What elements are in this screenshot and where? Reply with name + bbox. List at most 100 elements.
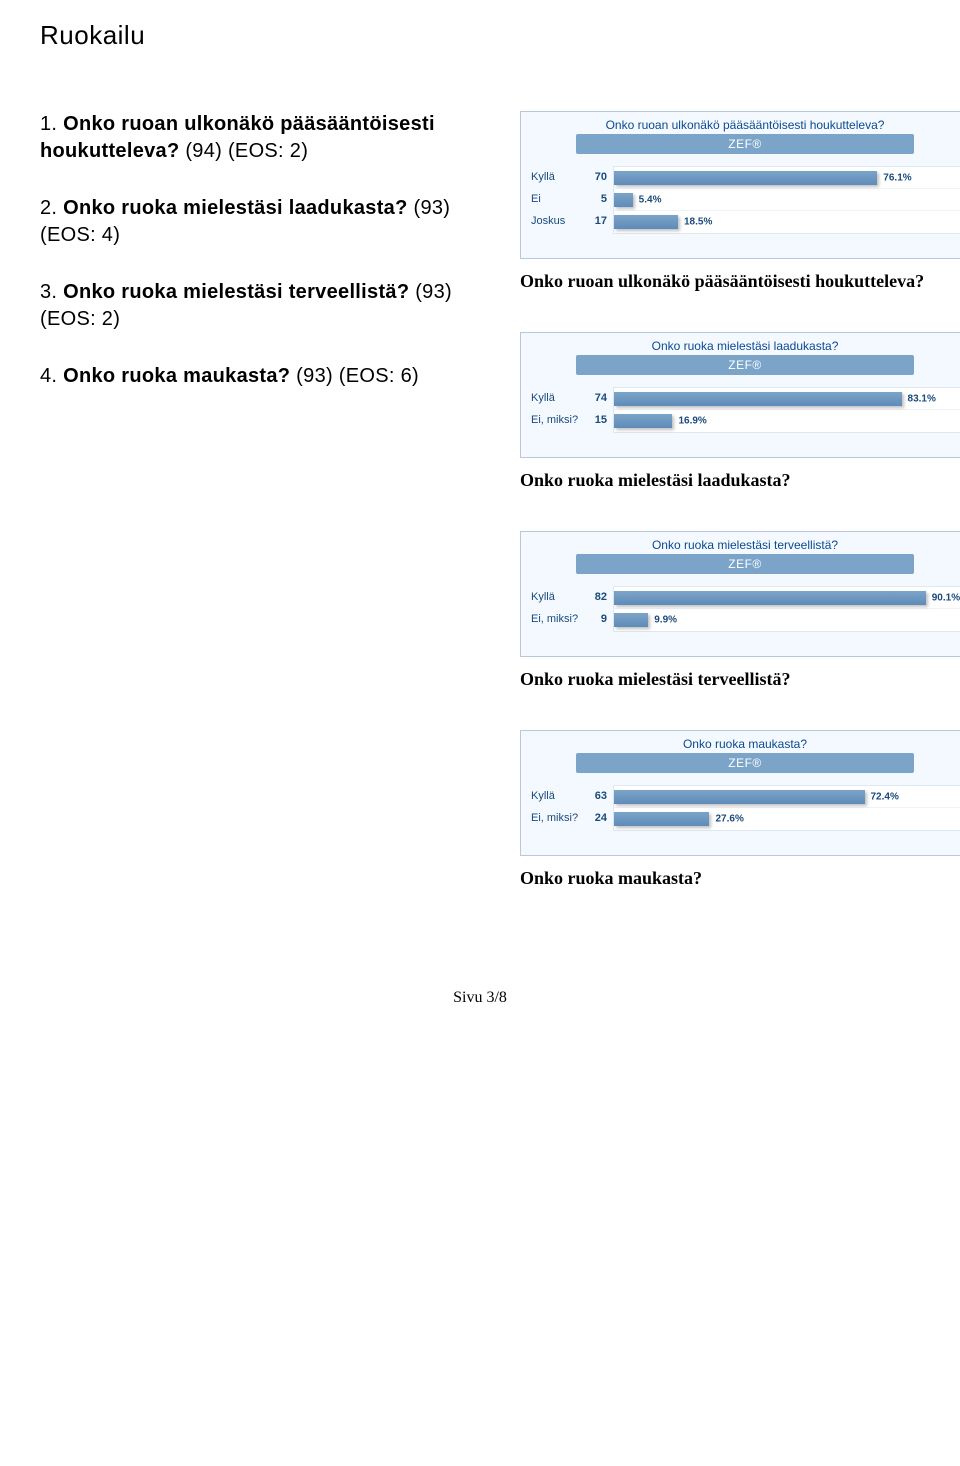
- question-meta: (93) (EOS: 6): [290, 365, 419, 387]
- zef-badge: ZEF®: [576, 134, 914, 154]
- chart-bar: [614, 193, 633, 207]
- chart-counts-col: 6324: [585, 785, 613, 831]
- question-number: 2.: [40, 197, 63, 219]
- chart-title: Onko ruoan ulkonäkö pääsääntöisesti houk…: [521, 112, 960, 134]
- chart-bar-row: 5.4%: [614, 189, 960, 211]
- chart-caption: Onko ruoka mielestäsi terveellistä?: [520, 669, 960, 690]
- chart-bars-col: 83.1% 16.9%: [613, 387, 960, 433]
- chart-bars-col: 90.1% 9.9%: [613, 586, 960, 632]
- chart-row-label: Ei, miksi?: [529, 807, 585, 829]
- chart-row-count: 9: [585, 608, 613, 630]
- chart-title: Onko ruoka mielestäsi terveellistä?: [521, 532, 960, 554]
- question-block: 2. Onko ruoka mielestäsi laadukasta? (93…: [40, 195, 500, 249]
- chart-bar-row: 83.1%: [614, 388, 960, 410]
- chart-labels-col: KylläEi, miksi?: [529, 387, 585, 433]
- chart-counts-col: 70517: [585, 166, 613, 234]
- chart-labels-col: KylläEi, miksi?: [529, 586, 585, 632]
- question-text: 1. Onko ruoan ulkonäkö pääsääntöisesti h…: [40, 111, 500, 165]
- chart-counts-col: 7415: [585, 387, 613, 433]
- chart-card: Onko ruoka maukasta?ZEF® KylläEi, miksi?6…: [520, 730, 960, 856]
- chart-row-label: Ei: [529, 188, 585, 210]
- chart-bar-row: 9.9%: [614, 609, 960, 631]
- chart-bar: [614, 392, 902, 406]
- chart-row-count: 17: [585, 210, 613, 232]
- questions-column: 1. Onko ruoan ulkonäkö pääsääntöisesti h…: [40, 111, 500, 929]
- chart-bar-pct: 76.1%: [883, 172, 911, 183]
- chart-card: Onko ruoan ulkonäkö pääsääntöisesti houk…: [520, 111, 960, 259]
- chart-bar-row: 27.6%: [614, 808, 960, 830]
- question-block: 1. Onko ruoan ulkonäkö pääsääntöisesti h…: [40, 111, 500, 165]
- zef-badge: ZEF®: [576, 554, 914, 574]
- chart-caption: Onko ruoan ulkonäkö pääsääntöisesti houk…: [520, 271, 960, 292]
- chart-row-count: 82: [585, 586, 613, 608]
- chart-bar-pct: 9.9%: [654, 615, 677, 626]
- question-text: 3. Onko ruoka mielestäsi terveellistä? (…: [40, 279, 500, 333]
- page-footer: Sivu 3/8: [40, 989, 920, 1007]
- chart-bar-pct: 18.5%: [684, 217, 712, 228]
- chart-row-count: 63: [585, 785, 613, 807]
- section-title: Ruokailu: [40, 20, 920, 51]
- chart-row-count: 74: [585, 387, 613, 409]
- chart-row-label: Ei, miksi?: [529, 409, 585, 431]
- question-number: 4.: [40, 365, 63, 387]
- chart-body: KylläEiJoskus70517 76.1% 5.4% 18.5%: [521, 162, 960, 258]
- chart-title: Onko ruoka mielestäsi laadukasta?: [521, 333, 960, 355]
- question-block: 4. Onko ruoka maukasta? (93) (EOS: 6): [40, 363, 500, 390]
- chart-bar: [614, 215, 678, 229]
- zef-badge: ZEF®: [576, 753, 914, 773]
- chart-bar: [614, 790, 865, 804]
- chart-bar-row: 76.1%: [614, 167, 960, 189]
- zef-badge: ZEF®: [576, 355, 914, 375]
- chart-row-count: 15: [585, 409, 613, 431]
- chart-labels-col: KylläEiJoskus: [529, 166, 585, 234]
- chart-labels-col: KylläEi, miksi?: [529, 785, 585, 831]
- chart-bar-pct: 16.9%: [678, 416, 706, 427]
- chart-bar-pct: 83.1%: [908, 393, 936, 404]
- chart-row-label: Kyllä: [529, 166, 585, 188]
- chart-body: KylläEi, miksi?7415 83.1% 16.9%: [521, 383, 960, 457]
- chart-bar-pct: 72.4%: [871, 791, 899, 802]
- chart-body: KylläEi, miksi?829 90.1% 9.9%: [521, 582, 960, 656]
- question-block: 3. Onko ruoka mielestäsi terveellistä? (…: [40, 279, 500, 333]
- question-text: 2. Onko ruoka mielestäsi laadukasta? (93…: [40, 195, 500, 249]
- question-title: Onko ruoka maukasta?: [63, 365, 290, 387]
- chart-row-count: 70: [585, 166, 613, 188]
- chart-bar: [614, 613, 648, 627]
- chart-caption: Onko ruoka mielestäsi laadukasta?: [520, 470, 960, 491]
- chart-bar-pct: 27.6%: [715, 814, 743, 825]
- question-number: 1.: [40, 113, 63, 135]
- chart-bar: [614, 591, 926, 605]
- chart-bars-col: 72.4% 27.6%: [613, 785, 960, 831]
- chart-bar-row: 72.4%: [614, 786, 960, 808]
- chart-bar-row: 90.1%: [614, 587, 960, 609]
- chart-card: Onko ruoka mielestäsi laadukasta?ZEF® Kyl…: [520, 332, 960, 458]
- chart-bar: [614, 414, 672, 428]
- chart-row-label: Joskus: [529, 210, 585, 232]
- chart-row-label: Kyllä: [529, 387, 585, 409]
- chart-bar-row: 18.5%: [614, 211, 960, 233]
- chart-row-label: Kyllä: [529, 785, 585, 807]
- question-number: 3.: [40, 281, 63, 303]
- chart-row-count: 5: [585, 188, 613, 210]
- chart-row-count: 24: [585, 807, 613, 829]
- chart-caption: Onko ruoka maukasta?: [520, 868, 960, 889]
- chart-bars-col: 76.1% 5.4% 18.5%: [613, 166, 960, 234]
- chart-row-label: Ei, miksi?: [529, 608, 585, 630]
- chart-bar: [614, 812, 709, 826]
- charts-column: Onko ruoan ulkonäkö pääsääntöisesti houk…: [520, 111, 960, 929]
- question-title: Onko ruoka mielestäsi laadukasta?: [63, 197, 407, 219]
- chart-counts-col: 829: [585, 586, 613, 632]
- chart-bar: [614, 171, 877, 185]
- question-text: 4. Onko ruoka maukasta? (93) (EOS: 6): [40, 363, 500, 390]
- chart-bar-pct: 5.4%: [639, 194, 662, 205]
- chart-bar-row: 16.9%: [614, 410, 960, 432]
- chart-body: KylläEi, miksi?6324 72.4% 27.6%: [521, 781, 960, 855]
- two-column-layout: 1. Onko ruoan ulkonäkö pääsääntöisesti h…: [40, 111, 920, 929]
- chart-title: Onko ruoka maukasta?: [521, 731, 960, 753]
- chart-bar-pct: 90.1%: [932, 592, 960, 603]
- page: Ruokailu 1. Onko ruoan ulkonäkö pääsäänt…: [0, 0, 960, 1047]
- question-meta: (94) (EOS: 2): [179, 140, 308, 162]
- question-title: Onko ruoka mielestäsi terveellistä?: [63, 281, 409, 303]
- chart-card: Onko ruoka mielestäsi terveellistä?ZEF® K…: [520, 531, 960, 657]
- chart-row-label: Kyllä: [529, 586, 585, 608]
